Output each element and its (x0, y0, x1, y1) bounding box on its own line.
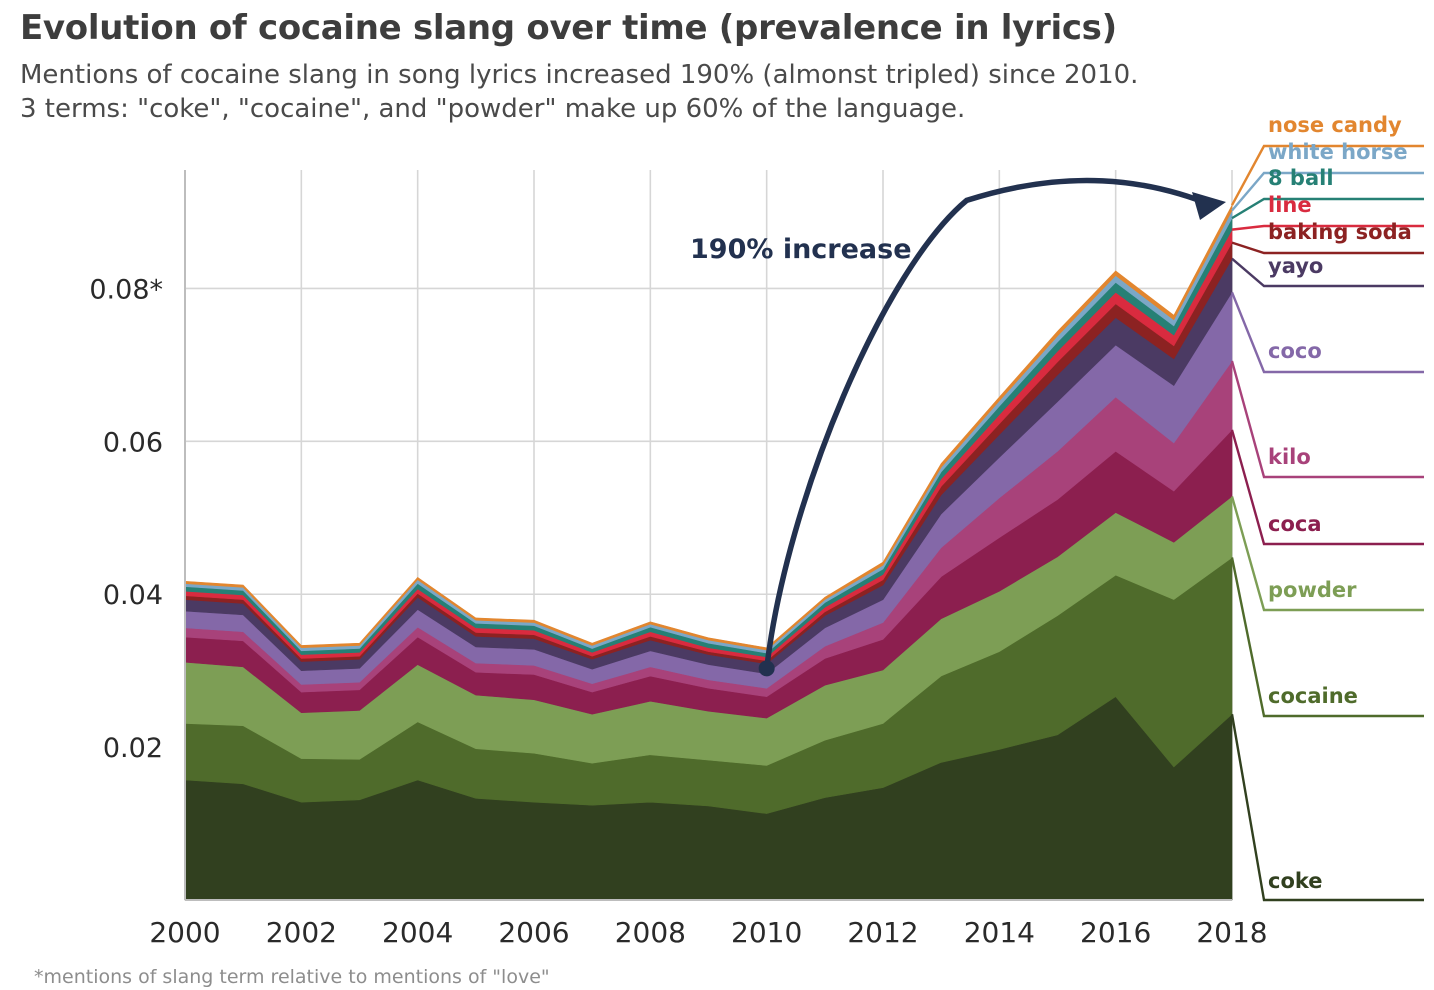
legend-leader-coke (1230, 714, 1424, 902)
annotation-arrow (763, 177, 1217, 672)
legend-leader-kilo (1230, 360, 1424, 479)
legend-leader-white-horse (1231, 171, 1424, 212)
legend-label-yayo[interactable]: yayo (1268, 254, 1323, 278)
x-tick-label: 2000 (149, 916, 220, 949)
page-title: Evolution of cocaine slang over time (pr… (20, 8, 1117, 48)
y-tick-label: 0.06 (103, 427, 163, 458)
legend-label-coca[interactable]: coca (1268, 512, 1322, 536)
x-tick-label: 2018 (1196, 916, 1267, 949)
legend-label-coco[interactable]: coco (1268, 339, 1322, 363)
legend-label-powder[interactable]: powder (1268, 578, 1357, 602)
x-tick-labels-group: 2000 2002 2004 2006 2008 2010 2012 2014 2016 2018 (149, 916, 1267, 949)
legend-leader-powder (1230, 496, 1424, 612)
legend-leader-coca (1230, 429, 1424, 546)
legend-label-line[interactable]: line (1268, 193, 1312, 217)
y-tick-label: 0.04 (103, 580, 163, 611)
legend-label-white-horse[interactable]: white horse (1268, 140, 1408, 164)
y-tick-label: 0.08* (89, 274, 163, 305)
legend-label-cocaine[interactable]: cocaine (1268, 684, 1358, 708)
x-tick-label: 2002 (266, 916, 337, 949)
legend-leader-baking-soda (1231, 241, 1424, 255)
x-tick-label: 2016 (1080, 916, 1151, 949)
footnote: *mentions of slang term relative to ment… (34, 966, 550, 988)
legend-label-8-ball[interactable]: 8 ball (1268, 166, 1334, 190)
legend-leader-cocaine (1230, 557, 1424, 718)
x-tick-label: 2012 (847, 916, 918, 949)
annotation-anchor-dot (758, 660, 775, 677)
legend-leader-coco (1230, 291, 1424, 374)
area-bands-group (184, 205, 1233, 901)
x-tick-label: 2014 (964, 916, 1035, 949)
annotation-label: 190% increase (690, 234, 912, 265)
y-tick-label: 0.02 (103, 733, 163, 764)
legend-leader-8-ball (1231, 197, 1424, 220)
x-tick-label: 2010 (731, 916, 802, 949)
legend-label-coke[interactable]: coke (1268, 869, 1323, 893)
x-tick-label: 2006 (498, 916, 569, 949)
legend-label-baking-soda[interactable]: baking soda (1268, 220, 1412, 244)
legend-leader-nose-candy (1230, 144, 1424, 206)
legend-leader-yayo (1231, 257, 1424, 288)
axis-group (184, 170, 1232, 901)
page-subtitle: Mentions of cocaine slang in song lyrics… (20, 60, 1139, 124)
y-tick-labels-group: 0.02 0.04 0.06 0.08* (89, 274, 163, 764)
legend-label-nose-candy[interactable]: nose candy (1268, 113, 1402, 137)
annotation-group: 190% increase (690, 177, 1226, 677)
legend-label-kilo[interactable]: kilo (1268, 445, 1311, 469)
legend-leader-line (1231, 224, 1424, 231)
x-tick-label: 2004 (382, 916, 453, 949)
annotation-arrowhead (1192, 192, 1226, 220)
x-tick-label: 2008 (615, 916, 686, 949)
